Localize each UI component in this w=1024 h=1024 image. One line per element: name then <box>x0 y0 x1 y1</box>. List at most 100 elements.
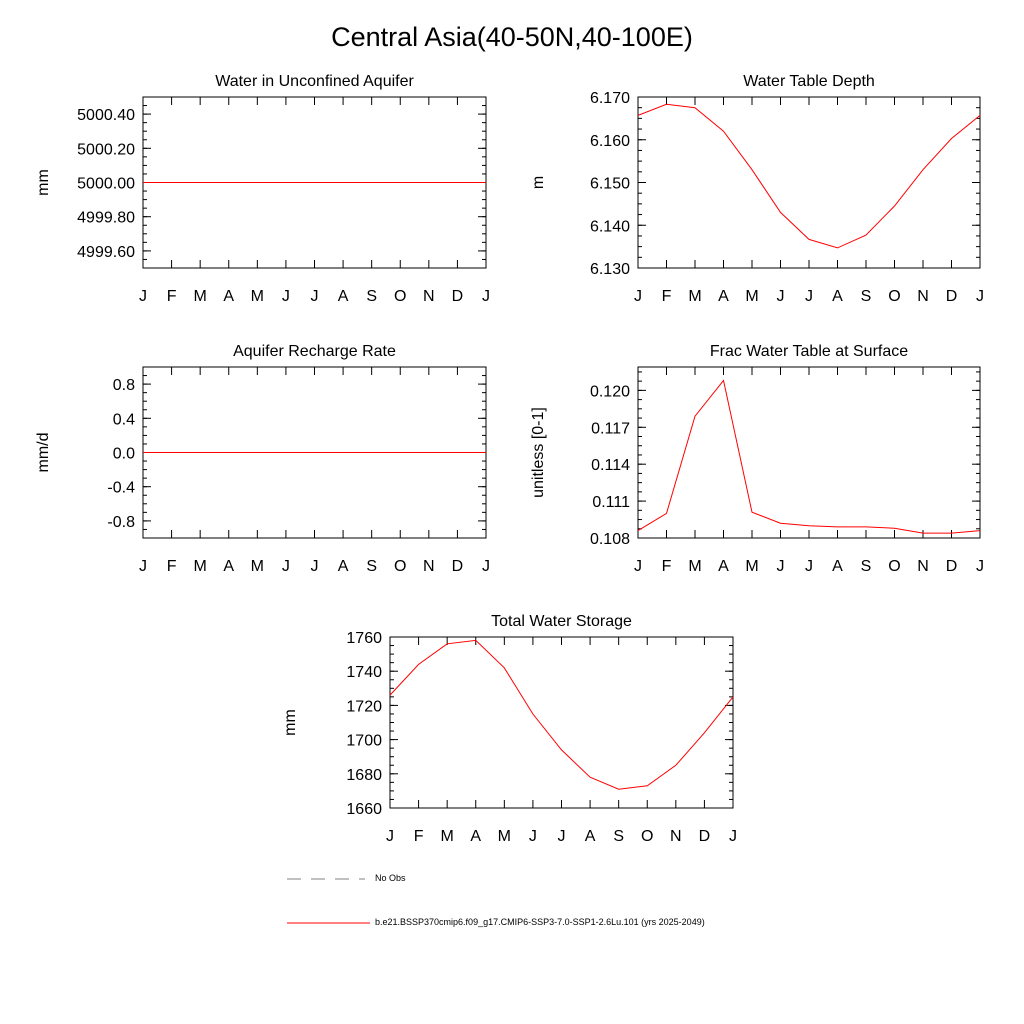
x-tick-label: A <box>470 828 481 845</box>
x-tick-label: J <box>139 288 147 305</box>
x-tick-label: J <box>976 288 984 305</box>
x-tick-label: O <box>394 288 406 305</box>
x-tick-label: A <box>338 288 349 305</box>
y-tick-label: 1760 <box>346 630 382 647</box>
x-tick-label: D <box>452 288 464 305</box>
y-axis-label: mm <box>35 169 52 196</box>
x-tick-label: A <box>585 828 596 845</box>
y-tick-label: 0.4 <box>113 411 135 428</box>
x-tick-label: M <box>251 288 264 305</box>
chart-panel-total-water-storage: Total Water Storage mm 1660 1680 1700 1720 174… <box>282 613 737 845</box>
y-tick-label: 4999.80 <box>77 210 135 227</box>
x-tick-label: O <box>641 828 653 845</box>
x-tick-label: A <box>718 288 729 305</box>
page-title: Central Asia(40-50N,40-100E) <box>331 22 693 52</box>
y-tick-label: 0.108 <box>590 531 630 548</box>
chart-title: Water in Unconfined Aquifer <box>215 73 414 90</box>
chart-title: Aquifer Recharge Rate <box>233 343 396 360</box>
y-tick-label: 1700 <box>346 733 382 750</box>
y-tick-label: 0.117 <box>591 420 630 437</box>
x-tick-label: D <box>946 288 958 305</box>
x-tick-label: M <box>498 828 511 845</box>
x-tick-label: J <box>634 288 642 305</box>
x-tick-label: A <box>223 558 234 575</box>
y-tick-label: 5000.00 <box>77 176 135 193</box>
y-tick-label: -0.8 <box>107 514 135 531</box>
y-tick-label: 1660 <box>346 801 382 818</box>
x-tick-label: F <box>662 558 672 575</box>
y-tick-label: 1720 <box>346 698 382 715</box>
y-tick-label: 0.120 <box>590 383 630 400</box>
x-tick-label: J <box>311 288 319 305</box>
x-tick-label: N <box>423 558 435 575</box>
y-tick-label: 6.160 <box>590 133 630 150</box>
y-axis-label: m <box>530 176 547 189</box>
x-tick-label: M <box>688 288 701 305</box>
x-tick-label: D <box>699 828 711 845</box>
y-axis-label: unitless [0-1] <box>530 407 547 498</box>
x-tick-label: J <box>529 828 537 845</box>
x-tick-label: A <box>718 558 729 575</box>
y-tick-label: 0.111 <box>592 494 630 511</box>
x-tick-label: D <box>452 558 464 575</box>
chart-panel-water-table-depth: Water Table Depth m 6.130 6.140 6.150 6.160 6.… <box>530 73 984 305</box>
x-tick-label: J <box>139 558 147 575</box>
y-tick-label: 5000.20 <box>77 141 135 158</box>
x-tick-label: J <box>805 558 813 575</box>
y-tick-label: 5000.40 <box>77 107 135 124</box>
x-tick-label: S <box>613 828 624 845</box>
y-tick-label: -0.4 <box>107 480 135 497</box>
y-axis-label: mm <box>282 709 299 736</box>
y-tick-label: 4999.60 <box>77 244 135 261</box>
x-tick-label: M <box>251 558 264 575</box>
chart-panel-aquifer-recharge-rate: Aquifer Recharge Rate mm/d -0.8 -0.4 0.0 0.4 0… <box>35 343 490 575</box>
chart-title: Frac Water Table at Surface <box>710 343 908 360</box>
x-tick-label: O <box>394 558 406 575</box>
x-tick-label: J <box>729 828 737 845</box>
x-tick-label: A <box>223 288 234 305</box>
legend-obs-label: No Obs <box>375 873 406 883</box>
y-tick-label: 0.8 <box>113 377 135 394</box>
y-tick-label: 6.170 <box>590 90 630 107</box>
x-tick-label: J <box>482 558 490 575</box>
series-line-total-water-storage <box>389 639 734 790</box>
x-tick-label: M <box>194 288 207 305</box>
plot-frame <box>389 636 734 809</box>
x-tick-label: S <box>366 288 377 305</box>
x-tick-label: S <box>861 288 872 305</box>
x-tick-label: A <box>832 288 843 305</box>
x-tick-label: F <box>414 828 424 845</box>
y-axis-label: mm/d <box>35 433 52 473</box>
y-tick-label: 6.150 <box>590 176 630 193</box>
x-tick-label: M <box>441 828 454 845</box>
x-tick-label: J <box>282 558 290 575</box>
y-tick-label: 0.0 <box>113 446 135 463</box>
chart-title: Water Table Depth <box>743 73 875 90</box>
x-tick-label: F <box>167 558 177 575</box>
x-tick-label: F <box>662 288 672 305</box>
plot-frame <box>637 96 981 269</box>
legend-model-label: b.e21.BSSP370cmip6.f09_g17.CMIP6-SSP3-7.… <box>375 917 705 927</box>
chart-title: Total Water Storage <box>491 613 632 630</box>
x-tick-label: S <box>366 558 377 575</box>
x-tick-label: A <box>338 558 349 575</box>
x-tick-label: N <box>670 828 682 845</box>
y-tick-label: 6.130 <box>590 261 630 278</box>
x-tick-label: J <box>634 558 642 575</box>
x-tick-label: J <box>386 828 394 845</box>
x-tick-label: J <box>311 558 319 575</box>
x-tick-label: N <box>423 288 435 305</box>
chart-panel-water-in-unconfined-aquifer: Water in Unconfined Aquifer mm 4999.60 4999… <box>35 73 490 305</box>
x-tick-label: M <box>194 558 207 575</box>
x-tick-label: O <box>888 558 900 575</box>
series-line-frac-water-table-at-surface <box>637 379 981 534</box>
x-tick-label: J <box>976 558 984 575</box>
x-tick-label: F <box>167 288 177 305</box>
series-line-water-table-depth <box>637 103 981 249</box>
legend <box>287 878 370 924</box>
x-tick-label: A <box>832 558 843 575</box>
chart-panel-frac-water-table-at-surface: Frac Water Table at Surface unitless [0-1… <box>530 343 984 575</box>
x-tick-label: M <box>745 288 758 305</box>
x-tick-label: J <box>282 288 290 305</box>
